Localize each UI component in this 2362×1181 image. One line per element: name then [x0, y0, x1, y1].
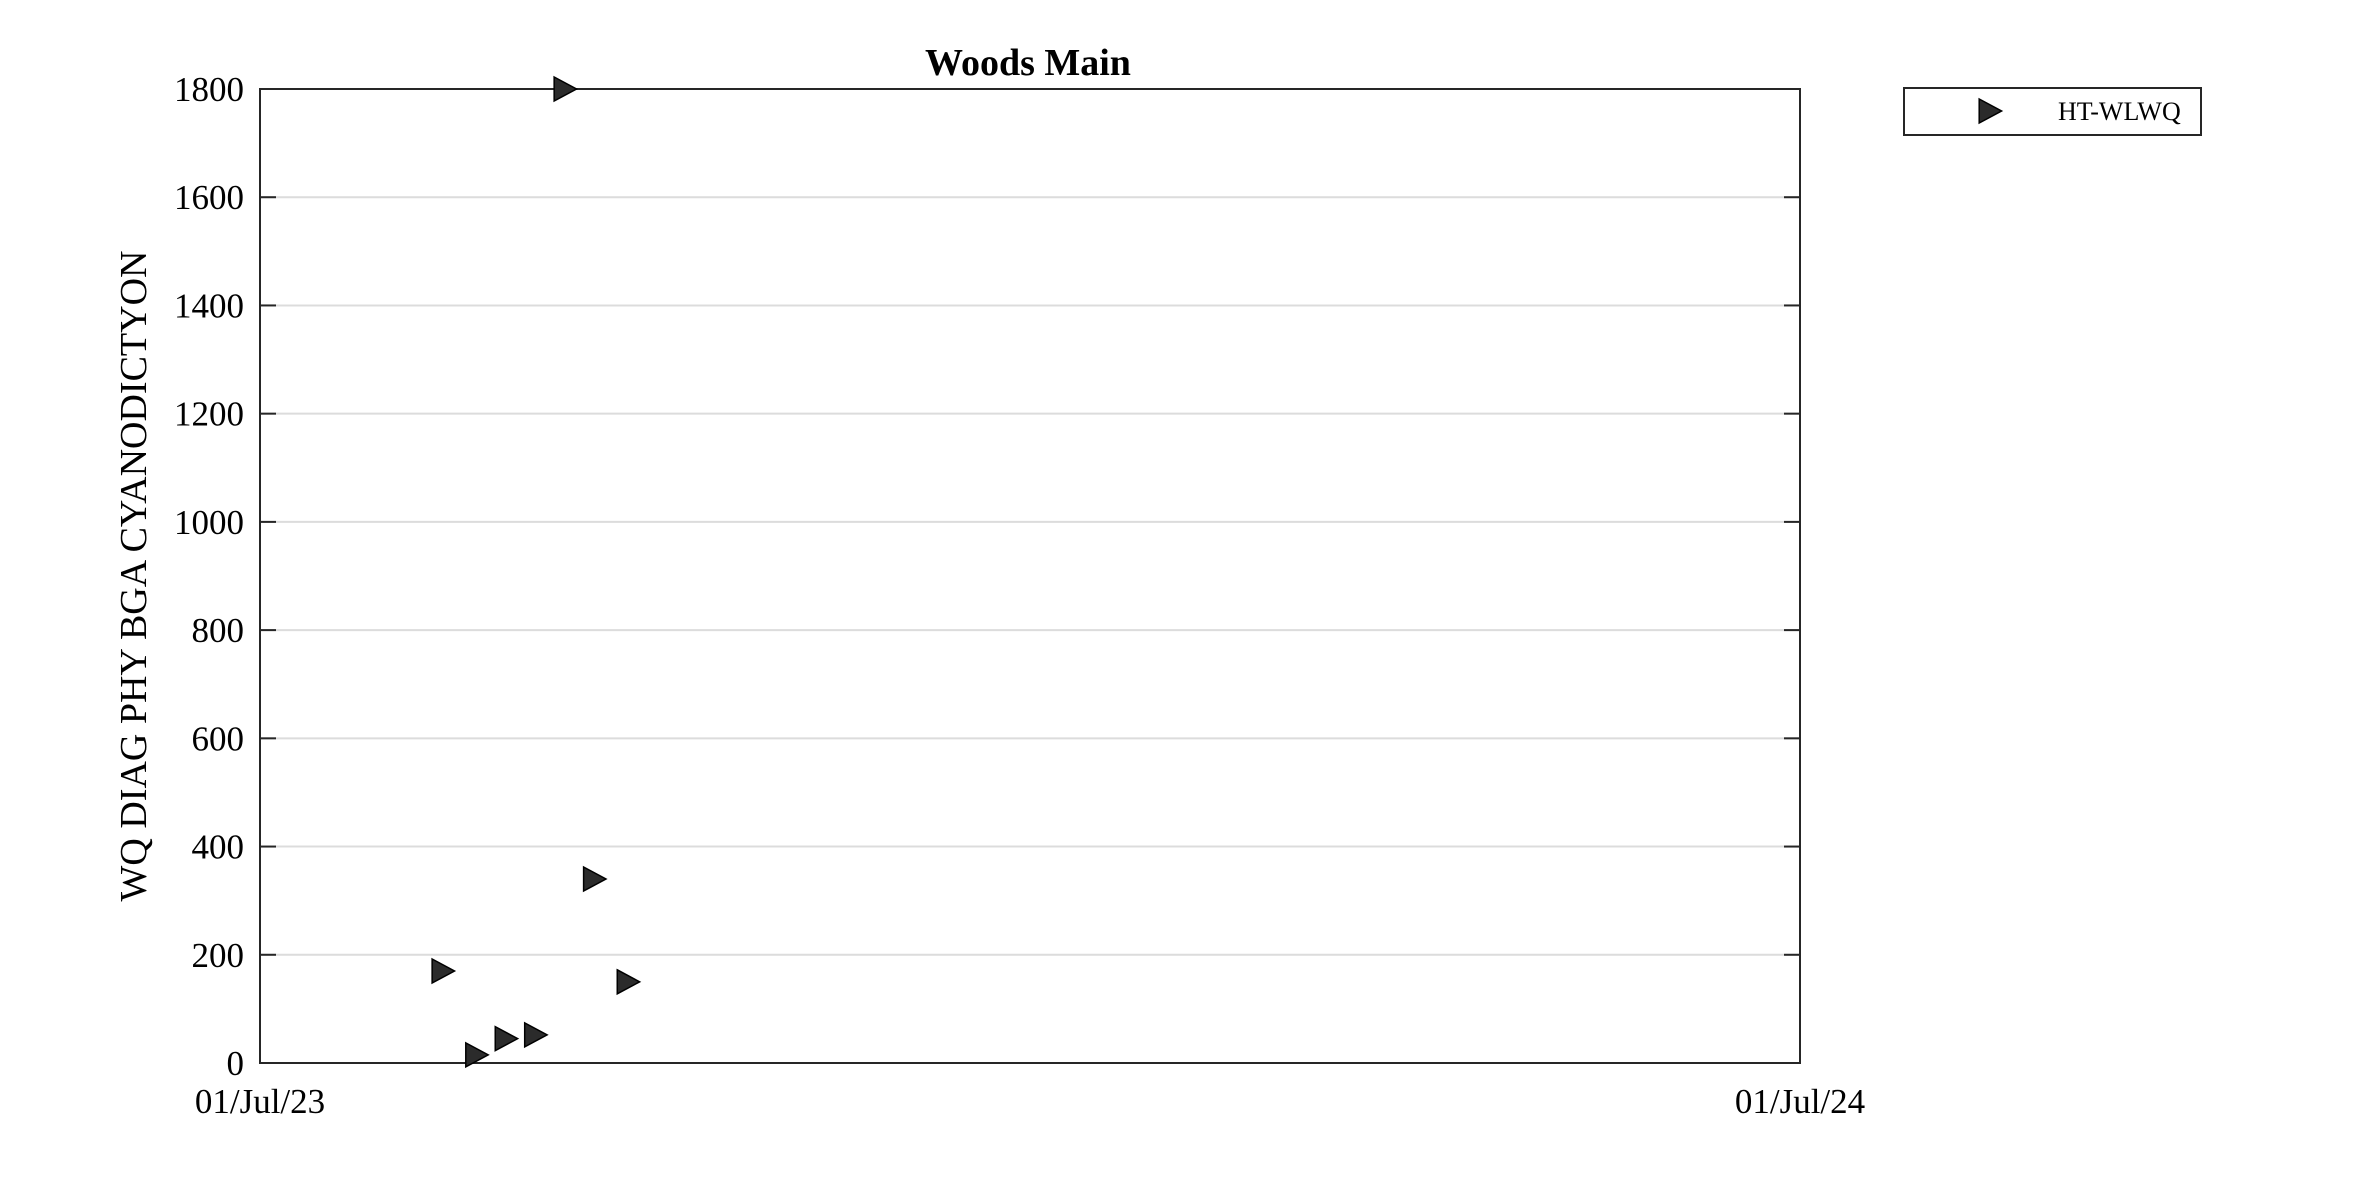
y-tick-label: 0: [227, 1044, 245, 1083]
x-tick-label: 01/Jul/23: [195, 1082, 325, 1121]
data-points: [431, 75, 642, 1069]
data-point: [553, 75, 579, 103]
gridlines: [260, 196, 1800, 956]
y-tick-label: 1200: [174, 395, 244, 434]
data-point: [465, 1041, 490, 1069]
y-tick-label: 1400: [174, 286, 244, 325]
y-tick-label: 1800: [174, 70, 244, 109]
data-point: [523, 1021, 549, 1049]
y-tick-label: 600: [192, 719, 245, 758]
legend-box: [1903, 87, 2202, 136]
y-axis: 0 200 400 600 800 1000 1200 1400 1600 1800: [174, 70, 1800, 1083]
legend-label: HT-WLWQ: [2058, 97, 2181, 126]
chart-title: Woods Main: [925, 42, 1131, 84]
x-tick-label: 01/Jul/24: [1735, 1082, 1865, 1121]
y-tick-label: 800: [192, 611, 245, 650]
y-tick-label: 200: [192, 936, 245, 975]
y-axis-label: WQ DIAG PHY BGA CYANODICTYON: [113, 251, 155, 902]
data-point: [494, 1025, 520, 1052]
legend-marker: [1978, 97, 2004, 125]
y-tick-label: 1600: [174, 178, 244, 217]
data-point: [431, 957, 457, 985]
legend: HT-WLWQ: [1903, 87, 2202, 136]
data-point: [582, 865, 608, 893]
data-point: [616, 968, 642, 996]
y-tick-label: 1000: [174, 503, 244, 542]
legend-marker-triangle: [1978, 97, 2004, 125]
x-axis: 01/Jul/23 01/Jul/24: [195, 1082, 1865, 1121]
plot-area: [259, 88, 1801, 1064]
y-tick-label: 400: [192, 828, 245, 867]
